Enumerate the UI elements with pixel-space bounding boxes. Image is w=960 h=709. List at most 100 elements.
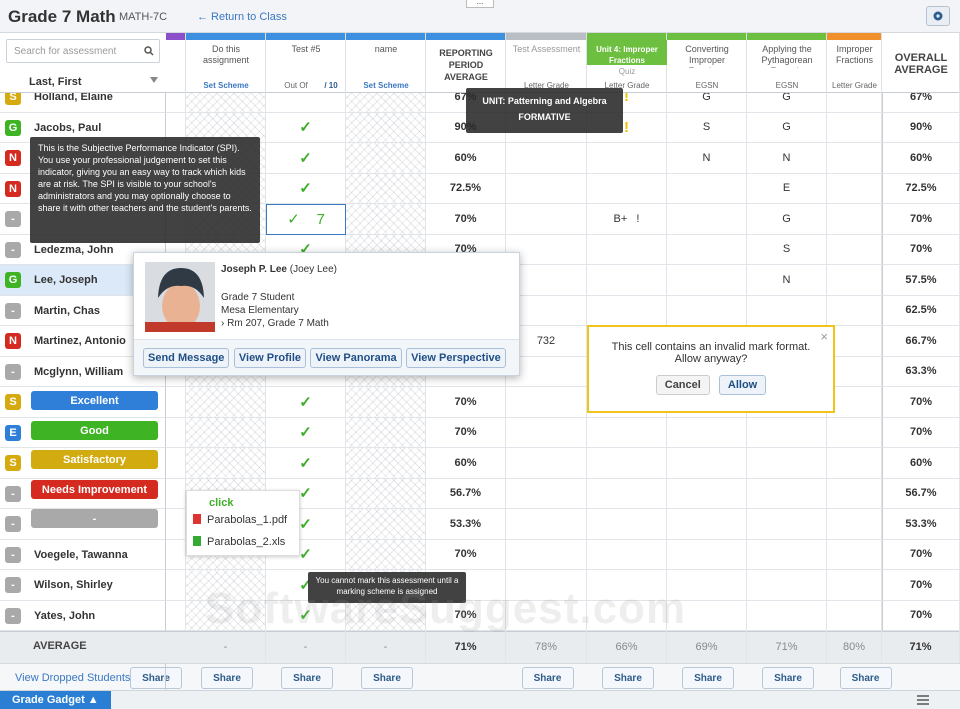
student-photo (145, 262, 215, 332)
file-link[interactable]: Parabolas_2.xls (207, 536, 286, 548)
grade-gadget-tab[interactable]: Grade Gadget ▲ (0, 691, 111, 709)
search-box[interactable]: Search for assessment (6, 39, 160, 63)
student-name[interactable]: Mcglynn, William (34, 365, 124, 378)
allow-button[interactable]: Allow (718, 375, 767, 395)
grade-cell (506, 509, 587, 540)
view-perspective-button[interactable]: View Perspective (406, 348, 506, 368)
view-panorama-button[interactable]: View Panorama (310, 348, 402, 368)
grade-cell (747, 417, 827, 448)
share-button[interactable]: Share (682, 667, 734, 689)
view-profile-button[interactable]: View Profile (233, 348, 307, 368)
column-type: Quiz (618, 67, 636, 76)
grade-cell (506, 417, 587, 448)
spi-badge[interactable]: - (5, 363, 21, 380)
spi-badge[interactable]: - (5, 516, 21, 532)
student-name[interactable]: Voegele, Tawanna (34, 548, 128, 561)
return-link[interactable]: ← Return to Class (197, 11, 287, 23)
spi-badge[interactable]: - (5, 302, 21, 319)
spi-badge[interactable]: G (5, 272, 21, 288)
grade-cell (827, 356, 882, 387)
sort-arrow (150, 77, 158, 83)
spi-badge[interactable]: S (5, 394, 21, 410)
share-button[interactable]: Share (130, 667, 182, 689)
spi-badge[interactable]: - (5, 607, 21, 624)
grade-cell: 72.5% (882, 173, 960, 204)
mark-option[interactable]: Good (31, 421, 158, 440)
grade-cell (747, 570, 827, 601)
spi-badge[interactable]: N (5, 333, 21, 349)
share-button[interactable]: Share (839, 667, 892, 689)
spi-badge[interactable]: N (5, 150, 21, 166)
grade-cell (587, 509, 667, 540)
average-cell: 78% (506, 631, 587, 663)
share-button[interactable]: Share (201, 667, 253, 689)
student-name[interactable]: Ledezma, John (34, 243, 114, 256)
spi-badge[interactable]: S (5, 455, 21, 471)
column-subtitle[interactable]: Set Scheme (203, 81, 249, 90)
column-title: Converting Improper Fractions (685, 44, 729, 68)
collapse-handle[interactable]: ... (466, 0, 494, 8)
dropped-students-link[interactable]: View Dropped Students (0) (15, 672, 147, 684)
grade-cell (506, 600, 587, 631)
grade-cell (587, 539, 667, 570)
column-title: Applying the Pythagorean Formula (761, 44, 813, 68)
student-name[interactable]: Jacobs, Paul (34, 121, 102, 134)
mark-option[interactable]: Satisfactory (31, 450, 158, 469)
student-name[interactable]: Martinez, Antonio (34, 335, 126, 347)
name-sort[interactable]: Last, First (29, 76, 82, 88)
grade-cell (667, 417, 747, 448)
share-button[interactable]: Share (602, 667, 654, 689)
spi-badge[interactable]: - (5, 546, 21, 563)
grade-cell (346, 417, 426, 448)
student-name[interactable]: Wilson, Shirley (34, 579, 113, 591)
cancel-button[interactable]: Cancel (655, 375, 710, 395)
settings-button[interactable] (926, 6, 950, 26)
name-cell (0, 539, 166, 570)
menu-icon[interactable] (912, 693, 934, 707)
student-name[interactable]: Martin, Chas (34, 304, 101, 317)
search-icon (144, 46, 154, 56)
student-name[interactable]: Lee, Joseph (34, 274, 98, 286)
spi-badge[interactable]: - (5, 241, 21, 258)
spi-badge[interactable]: E (5, 424, 21, 441)
spi-badge[interactable]: N (5, 180, 21, 197)
room: › Rm 207, Grade 7 Math (221, 318, 329, 329)
share-button[interactable]: Share (762, 667, 814, 689)
tooltip-text: This is the Subjective Performance Indic… (38, 143, 252, 213)
close-button[interactable]: × (820, 329, 828, 344)
share-button[interactable]: Share (361, 667, 413, 689)
grade-cell (186, 600, 266, 631)
grade-cell: 53.3% (426, 509, 506, 540)
grade-cell: 70% (426, 539, 506, 570)
grade-cell: G (667, 82, 747, 113)
spi-badge[interactable]: - (5, 211, 21, 227)
share-button[interactable]: Share (521, 667, 574, 689)
share-button[interactable]: Share (281, 667, 333, 689)
mark-option[interactable]: Needs Improvement (31, 480, 158, 499)
mark-option[interactable]: Excellent (31, 391, 158, 410)
spi-badge[interactable]: G (5, 119, 21, 136)
grade-cell (747, 509, 827, 540)
spi-badge[interactable]: - (5, 485, 21, 502)
grade-cell: 90% (882, 112, 960, 143)
popup-details: Joseph P. Lee (Joey Lee) Grade 7 Student… (221, 264, 337, 329)
grade-cell (587, 417, 667, 448)
column-subtitle[interactable]: Set Scheme (363, 81, 409, 90)
student-name[interactable]: Yates, John (34, 609, 96, 622)
column-header: Search for assessment Last, First Do thi… (0, 33, 960, 93)
spi-badge[interactable]: - (5, 577, 21, 593)
mark-option[interactable]: - (31, 509, 158, 528)
grade-cell (827, 417, 882, 448)
grade-cell (346, 600, 426, 631)
file-link[interactable]: Parabolas_1.pdf (207, 514, 288, 526)
name-cell (0, 600, 166, 631)
grade-cell: 60% (426, 143, 506, 174)
send-message-button[interactable]: Send Message (143, 348, 230, 368)
grade-cell: ✓ (266, 112, 346, 143)
average-cell: 80% (827, 631, 882, 663)
student-name[interactable]: Holland, Elaine (34, 91, 113, 103)
grade-cell: ✓ (266, 600, 346, 631)
spi-badge[interactable]: S (5, 89, 21, 105)
column-divider (746, 33, 747, 93)
grade-cell: 56.7% (882, 478, 960, 509)
